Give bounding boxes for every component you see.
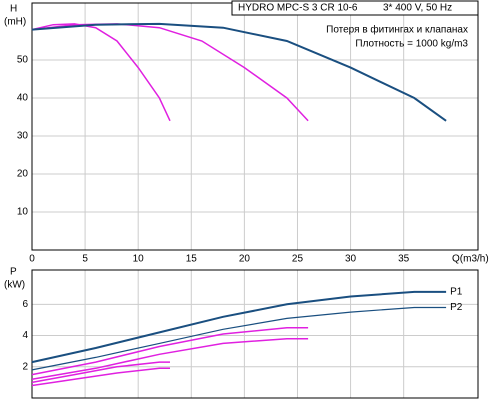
y-tick-label: 40 [17,93,29,104]
title: HYDRO MPC-S 3 CR 10-6 [238,3,358,14]
series-line [31,361,170,384]
y-tick-label: 4 [22,330,28,341]
series-line [31,22,447,122]
series-line [31,23,171,122]
annotation: Плотность = 1000 kg/m3 [355,39,468,50]
y-tick-label: 30 [17,131,29,142]
y-tick-label: 6 [22,299,28,310]
series-label: P2 [450,302,463,313]
y-tick-label: 50 [17,55,29,66]
x-tick-label: 35 [398,254,410,265]
y-axis-label: P [10,267,17,278]
title-box [231,0,479,16]
y-axis-unit: (mH) [4,17,26,28]
y-tick-label: 10 [17,207,29,218]
subtitle: 3* 400 V, 50 Hz [383,3,452,14]
x-axis-label: Q(m3/h) [452,254,489,265]
y-axis-unit: (kW) [4,280,25,291]
x-tick-label: 30 [345,254,357,265]
series-line [31,306,447,371]
y-tick-label: 20 [17,169,29,180]
x-tick-label: 10 [133,254,145,265]
series-line [31,23,309,122]
y-tick-label: 2 [22,361,28,372]
x-tick-label: 15 [186,254,198,265]
series-line [31,337,309,381]
x-tick-label: 5 [82,254,88,265]
series-line [31,367,170,387]
annotation: Потеря в фитингах и клапанах [326,24,468,36]
x-tick-label: 25 [292,254,304,265]
x-tick-label: 20 [239,254,251,265]
series-line [31,290,447,364]
x-tick-label: 0 [29,254,35,265]
series-label: P1 [450,286,463,297]
y-axis-label: H [10,4,17,15]
bottom-plot-frame [31,269,479,399]
series-line [31,327,309,376]
